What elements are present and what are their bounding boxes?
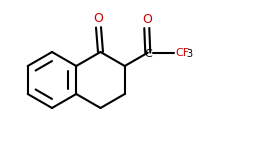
Text: O: O <box>94 12 103 25</box>
Text: O: O <box>142 13 152 26</box>
Text: CF: CF <box>176 48 190 58</box>
Text: 3: 3 <box>187 49 193 59</box>
Text: C: C <box>144 49 152 59</box>
